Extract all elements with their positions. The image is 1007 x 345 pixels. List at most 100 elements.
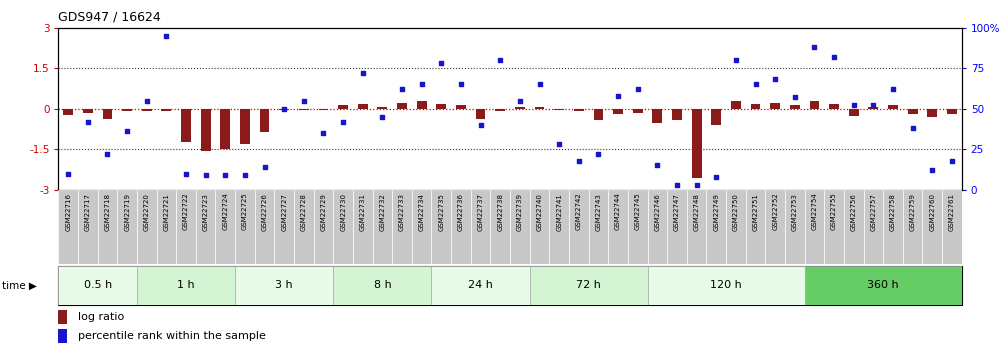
Point: [237, 172, 253, 178]
Text: GSM22732: GSM22732: [380, 193, 386, 230]
Point: [610, 93, 626, 98]
Bar: [431, 266, 530, 305]
Bar: [593, 109, 603, 120]
Bar: [574, 109, 584, 111]
Bar: [490, 190, 510, 264]
Bar: [299, 109, 309, 110]
Point: [315, 130, 331, 136]
Point: [296, 98, 312, 103]
Point: [335, 119, 351, 125]
Bar: [235, 266, 333, 305]
Point: [472, 122, 488, 128]
Bar: [648, 266, 805, 305]
Text: GSM22721: GSM22721: [163, 193, 169, 230]
Bar: [692, 109, 702, 178]
Point: [60, 171, 77, 176]
Point: [257, 164, 273, 170]
Point: [826, 54, 842, 60]
Text: percentile rank within the sample: percentile rank within the sample: [78, 331, 266, 341]
Bar: [947, 109, 957, 114]
Bar: [274, 190, 294, 264]
Bar: [726, 190, 745, 264]
Text: GSM22728: GSM22728: [301, 193, 307, 230]
Bar: [902, 190, 922, 264]
Text: GSM22750: GSM22750: [733, 193, 739, 230]
Point: [218, 172, 234, 178]
Bar: [475, 109, 485, 119]
Bar: [98, 190, 117, 264]
Text: GSM22757: GSM22757: [870, 193, 876, 230]
Text: GSM22742: GSM22742: [576, 193, 582, 230]
Bar: [117, 190, 137, 264]
Bar: [550, 190, 569, 264]
Text: 8 h: 8 h: [374, 280, 392, 290]
Text: GSM22746: GSM22746: [655, 193, 661, 230]
Bar: [470, 190, 490, 264]
Bar: [235, 190, 255, 264]
Bar: [530, 266, 648, 305]
Bar: [176, 190, 195, 264]
Point: [119, 129, 135, 134]
Point: [276, 106, 292, 111]
Bar: [927, 109, 938, 117]
Bar: [333, 190, 353, 264]
Text: GSM22753: GSM22753: [792, 193, 798, 230]
Bar: [883, 190, 902, 264]
Text: 360 h: 360 h: [867, 280, 899, 290]
Text: GSM22729: GSM22729: [320, 193, 326, 230]
Text: time ▶: time ▶: [2, 280, 37, 290]
Point: [394, 87, 410, 92]
Bar: [868, 107, 878, 109]
Bar: [907, 109, 917, 114]
Point: [904, 125, 920, 131]
Text: GSM22718: GSM22718: [105, 193, 111, 231]
Text: GDS947 / 16624: GDS947 / 16624: [58, 10, 161, 23]
Point: [197, 172, 213, 178]
Text: GSM22760: GSM22760: [929, 193, 936, 231]
Text: GSM22725: GSM22725: [242, 193, 248, 230]
Bar: [417, 101, 427, 109]
Point: [807, 44, 823, 50]
Bar: [648, 190, 667, 264]
Text: GSM22726: GSM22726: [262, 193, 268, 230]
Bar: [221, 109, 231, 149]
Point: [100, 151, 116, 157]
Bar: [240, 109, 250, 144]
Text: GSM22744: GSM22744: [615, 193, 621, 230]
Point: [885, 87, 901, 92]
Text: log ratio: log ratio: [78, 312, 124, 322]
Text: GSM22731: GSM22731: [359, 193, 366, 231]
Bar: [613, 109, 623, 114]
Text: GSM22752: GSM22752: [772, 193, 778, 230]
Point: [512, 98, 528, 103]
Text: GSM22737: GSM22737: [477, 193, 483, 231]
Bar: [750, 104, 760, 109]
Text: GSM22739: GSM22739: [517, 193, 523, 231]
Point: [629, 87, 645, 92]
Bar: [608, 190, 628, 264]
Bar: [554, 109, 564, 110]
Point: [139, 98, 155, 103]
Bar: [157, 190, 176, 264]
Point: [375, 114, 391, 120]
Bar: [588, 190, 608, 264]
Text: GSM22748: GSM22748: [694, 193, 700, 230]
Bar: [706, 190, 726, 264]
Bar: [215, 190, 235, 264]
Text: GSM22749: GSM22749: [713, 193, 719, 230]
Bar: [569, 190, 588, 264]
Bar: [181, 109, 191, 142]
Point: [433, 60, 449, 66]
Text: GSM22716: GSM22716: [65, 193, 71, 231]
Point: [689, 182, 705, 188]
Bar: [338, 106, 348, 109]
Point: [708, 174, 724, 179]
Bar: [378, 107, 388, 109]
Bar: [58, 310, 67, 324]
Bar: [711, 109, 721, 126]
Text: GSM22727: GSM22727: [281, 193, 287, 230]
Bar: [260, 109, 270, 132]
Bar: [279, 109, 289, 110]
Bar: [451, 190, 470, 264]
Bar: [137, 266, 235, 305]
